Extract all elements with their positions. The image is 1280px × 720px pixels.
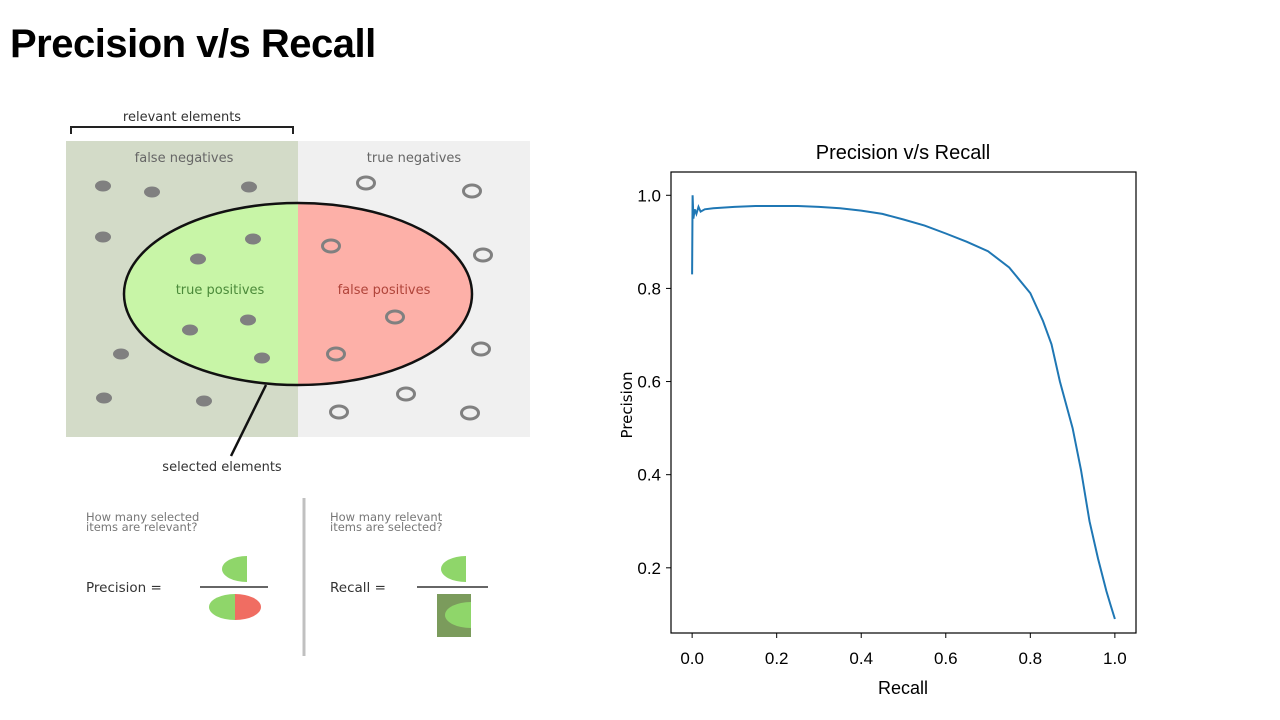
irrelevant-dot (471, 341, 491, 357)
selected-pointer-line (229, 384, 268, 457)
x-tick-label: 1.0 (1103, 649, 1127, 668)
true-positives-label: true positives (176, 283, 265, 298)
precision-question-line2: items are relevant? (86, 520, 197, 534)
x-tick-label: 0.2 (765, 649, 789, 668)
false-positives-region (298, 203, 472, 385)
relevant-dots (95, 180, 270, 407)
irrelevant-dot (385, 309, 405, 325)
precision-question-line1: How many selected (86, 510, 199, 524)
relevant-dot (95, 180, 111, 192)
x-tick-label: 0.8 (1018, 649, 1042, 668)
precision-label: Precision = (86, 580, 162, 596)
relevant-dot (96, 392, 112, 404)
relevant-dot (95, 231, 111, 243)
x-axis-label: Recall (878, 678, 928, 698)
plot-frame (670, 171, 1137, 634)
recall-numerator-icon (441, 556, 466, 582)
relevant-elements-label: relevant elements (123, 110, 241, 125)
y-tick-label: 0.8 (637, 279, 661, 298)
precision-denominator-tp-icon (209, 594, 235, 620)
x-tick-label: 0.6 (934, 649, 958, 668)
x-tick-label: 0.4 (849, 649, 873, 668)
relevant-dot (196, 395, 212, 407)
irrelevant-dots (321, 175, 493, 421)
relevant-dot (190, 253, 206, 265)
precision-recall-diagram: relevant elements false negatives true n… (66, 110, 530, 656)
irrelevant-dot (473, 247, 493, 263)
selected-ellipse-outline (122, 201, 474, 387)
selected-elements-label: selected elements (162, 460, 282, 475)
precision-denominator-fp-icon (235, 594, 261, 620)
relevant-dot (182, 324, 198, 336)
relevant-dot (113, 348, 129, 360)
y-tick-label: 0.2 (637, 559, 661, 578)
true-negatives-label: true negatives (367, 151, 462, 166)
y-tick-label: 1.0 (637, 186, 661, 205)
relevant-dot (254, 352, 270, 364)
recall-label: Recall = (330, 580, 386, 596)
false-positives-label: false positives (338, 283, 431, 298)
true-positives-region (124, 203, 298, 385)
precision-recall-curve (691, 195, 1116, 620)
recall-question-line1: How many relevant (330, 510, 443, 524)
irrelevant-dot (326, 346, 346, 362)
relevant-dot (245, 233, 261, 245)
y-tick-label: 0.6 (637, 373, 661, 392)
y-axis-ticks: 0.2 0.4 0.6 0.8 1.0 (637, 186, 671, 578)
recall-question-line2: items are selected? (330, 520, 443, 534)
precision-numerator-icon (222, 556, 247, 582)
irrelevant-dot (321, 238, 341, 254)
x-tick-label: 0.0 (680, 649, 704, 668)
irrelevant-dot (396, 386, 416, 402)
relevant-dot (240, 314, 256, 326)
slide-title: Precision v/s Recall (10, 22, 376, 66)
irrelevant-dot (460, 405, 480, 421)
y-axis-label: Precision (618, 372, 636, 439)
irrelevant-dot (329, 404, 349, 420)
relevant-dot (241, 181, 257, 193)
y-tick-label: 0.4 (637, 466, 661, 485)
relevant-dot (144, 186, 160, 198)
relevant-bracket (70, 126, 294, 134)
x-axis-ticks: 0.0 0.2 0.4 0.6 0.8 1.0 (680, 633, 1127, 668)
irrelevant-dot (462, 183, 482, 199)
false-negatives-label: false negatives (135, 151, 234, 166)
recall-denominator-tp-icon (445, 602, 471, 628)
chart-title: Precision v/s Recall (816, 142, 991, 164)
irrelevant-dot (356, 175, 376, 191)
